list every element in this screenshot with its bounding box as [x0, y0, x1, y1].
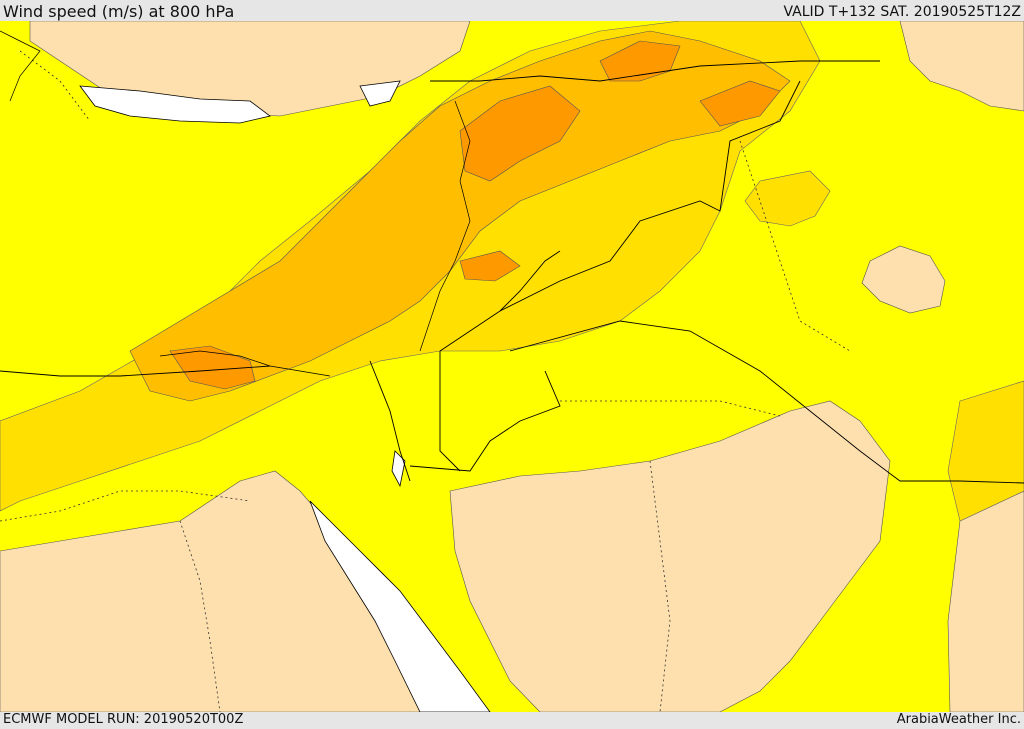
model-run: ECMWF MODEL RUN: 20190520T00Z — [3, 712, 244, 727]
water-bodies — [79, 80, 491, 713]
map-title: Wind speed (m/s) at 800 hPa — [3, 2, 235, 21]
header-bar: Wind speed (m/s) at 800 hPa VALID T+132 … — [0, 0, 1024, 21]
field-higher — [169, 40, 781, 390]
valid-time: VALID T+132 SAT. 20190525T12Z — [783, 4, 1021, 20]
wind-speed-map — [0, 20, 1024, 713]
admin-borders — [0, 50, 851, 713]
credit: ArabiaWeather Inc. — [896, 712, 1021, 727]
country-borders — [0, 60, 1024, 484]
footer-bar: ECMWF MODEL RUN: 20190520T00Z ArabiaWeat… — [0, 712, 1024, 729]
map-canvas — [0, 20, 1024, 713]
field-lowest — [0, 20, 1024, 713]
coastlines — [0, 30, 471, 377]
